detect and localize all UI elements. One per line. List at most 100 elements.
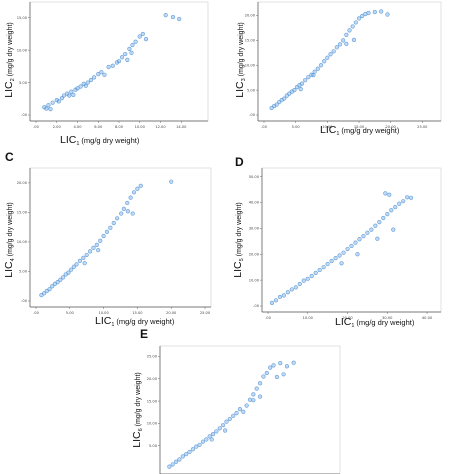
data-point [257,394,263,399]
data-point [116,59,122,64]
y-axis-title: LIC3 (mg/g dry weight) [234,22,247,97]
y-tick-label: .00 [249,113,255,117]
y-tick-label: 15.00 [17,16,28,20]
data-point [98,238,103,243]
y-tick-label: 15.00 [17,211,28,215]
data-point [85,80,90,85]
data-point [337,42,343,47]
data-point [217,426,222,431]
x-axis-title-rest: (mg/g dry weight) [341,126,399,135]
x-tick-label: 4.00 [73,125,82,129]
y-tick-label: 20.00 [245,14,256,18]
y-axis-title: LIC6 (mg/g dry weight) [131,372,144,447]
data-point [60,275,66,280]
data-point [257,381,263,386]
data-point [104,229,110,234]
y-tick-label: 5.00 [19,270,28,274]
data-point [289,287,294,292]
x-tick-label: 6.00 [94,125,103,129]
data-point [309,273,314,279]
data-point [58,277,63,282]
data-point [251,392,256,397]
data-point [81,255,86,260]
data-point [325,55,330,60]
data-point [143,37,149,42]
data-point [96,72,101,77]
data-point [361,234,366,239]
data-point [66,270,71,275]
x-tick-label: 30.00 [382,316,393,320]
panel-d: .00 10.00 20.00 30.00 40.00 .00 10.00 20.00 30.0… [232,155,442,329]
data-point [91,75,97,80]
x-tick-label: .00 [265,316,271,320]
data-point [234,411,239,416]
data-point [315,66,320,71]
x-tick-label: 5.00 [66,311,75,315]
data-point [133,39,138,44]
data-point [366,10,371,16]
x-tick-label: 20.00 [386,125,397,129]
data-point [325,261,330,267]
panel-b: .00 5.00 10.00 15.00 20.00 25.00.005.0010.001… [234,1,442,137]
data-point [264,370,269,376]
y-axis-title-main: LIC [131,431,143,448]
data-point [173,459,179,464]
data-point [351,37,357,42]
x-tick-label: 40.00 [422,316,433,320]
data-point [284,364,290,369]
data-point [372,9,377,15]
data-point [127,46,132,51]
data-point [71,92,76,97]
data-point [247,397,253,402]
data-point [401,199,406,204]
data-point [274,102,279,107]
x-tick-label: 15.00 [132,311,143,315]
data-point [409,195,414,200]
data-point [369,227,374,232]
data-point [78,84,83,89]
x-tick-label: 10.00 [135,125,146,129]
data-point [391,227,396,232]
data-point [120,55,125,60]
data-point [355,252,360,257]
data-point [273,298,279,303]
data-point [357,237,362,242]
y-tick-label: 20.00 [147,377,158,381]
data-point [251,398,256,403]
data-point [387,192,392,197]
y-tick-label: 40.00 [249,201,260,205]
data-point [74,262,79,267]
y-tick-label: 50.00 [249,175,260,179]
data-point [237,407,243,412]
data-point [311,73,316,78]
x-tick-label: 14.00 [176,125,187,129]
panel-letter: C [5,150,14,164]
data-point [207,434,212,439]
x-tick-label: 15.00 [354,125,365,129]
panel-letter: D [235,155,244,169]
x-axis-title-sub: 1 [351,323,354,329]
data-point [381,215,386,221]
data-point [91,245,96,250]
data-point [334,45,339,50]
data-point [121,206,126,211]
data-point [224,419,229,424]
data-point [184,452,189,457]
data-point [299,81,305,86]
data-point [268,365,273,370]
data-point [119,211,124,216]
data-point [47,287,52,292]
data-point [356,16,362,21]
data-point [322,59,327,64]
y-axis-title-sub: 2 [10,78,16,81]
data-point [87,249,93,254]
x-axis-title: LIC1 (mg/g dry weight) [60,134,140,147]
y-axis-title-main: LIC [3,81,15,98]
x-axis-title-sub: 1 [76,141,79,147]
data-point [293,285,298,290]
data-point [180,454,185,459]
y-axis-title-main: LIC [3,261,15,278]
data-point [115,216,120,221]
data-point [54,97,59,103]
data-point [108,225,113,230]
